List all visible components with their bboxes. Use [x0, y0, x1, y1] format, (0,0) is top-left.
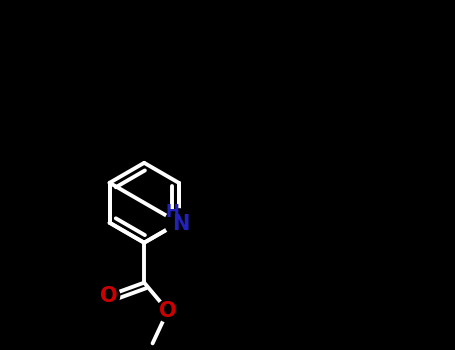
Text: O: O — [159, 301, 177, 321]
Circle shape — [157, 300, 179, 322]
Circle shape — [165, 209, 192, 237]
Text: N: N — [172, 215, 189, 234]
Circle shape — [97, 285, 120, 307]
Text: H: H — [166, 203, 179, 221]
Text: O: O — [100, 286, 117, 306]
